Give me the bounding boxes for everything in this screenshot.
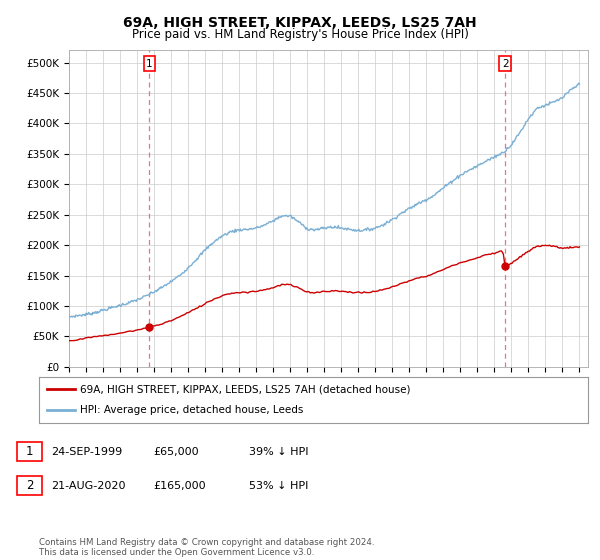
Text: 2: 2 <box>502 59 508 69</box>
Text: 24-SEP-1999: 24-SEP-1999 <box>51 447 122 457</box>
Text: Price paid vs. HM Land Registry's House Price Index (HPI): Price paid vs. HM Land Registry's House … <box>131 28 469 41</box>
Text: Contains HM Land Registry data © Crown copyright and database right 2024.
This d: Contains HM Land Registry data © Crown c… <box>39 538 374 557</box>
Text: 1: 1 <box>146 59 153 69</box>
Text: 1: 1 <box>26 445 33 459</box>
Text: 69A, HIGH STREET, KIPPAX, LEEDS, LS25 7AH (detached house): 69A, HIGH STREET, KIPPAX, LEEDS, LS25 7A… <box>80 384 410 394</box>
Text: 69A, HIGH STREET, KIPPAX, LEEDS, LS25 7AH: 69A, HIGH STREET, KIPPAX, LEEDS, LS25 7A… <box>123 16 477 30</box>
Text: 53% ↓ HPI: 53% ↓ HPI <box>249 480 308 491</box>
Text: 2: 2 <box>26 479 33 492</box>
Text: £65,000: £65,000 <box>153 447 199 457</box>
Text: HPI: Average price, detached house, Leeds: HPI: Average price, detached house, Leed… <box>80 405 304 416</box>
Text: £165,000: £165,000 <box>153 480 206 491</box>
Text: 39% ↓ HPI: 39% ↓ HPI <box>249 447 308 457</box>
Text: 21-AUG-2020: 21-AUG-2020 <box>51 480 125 491</box>
